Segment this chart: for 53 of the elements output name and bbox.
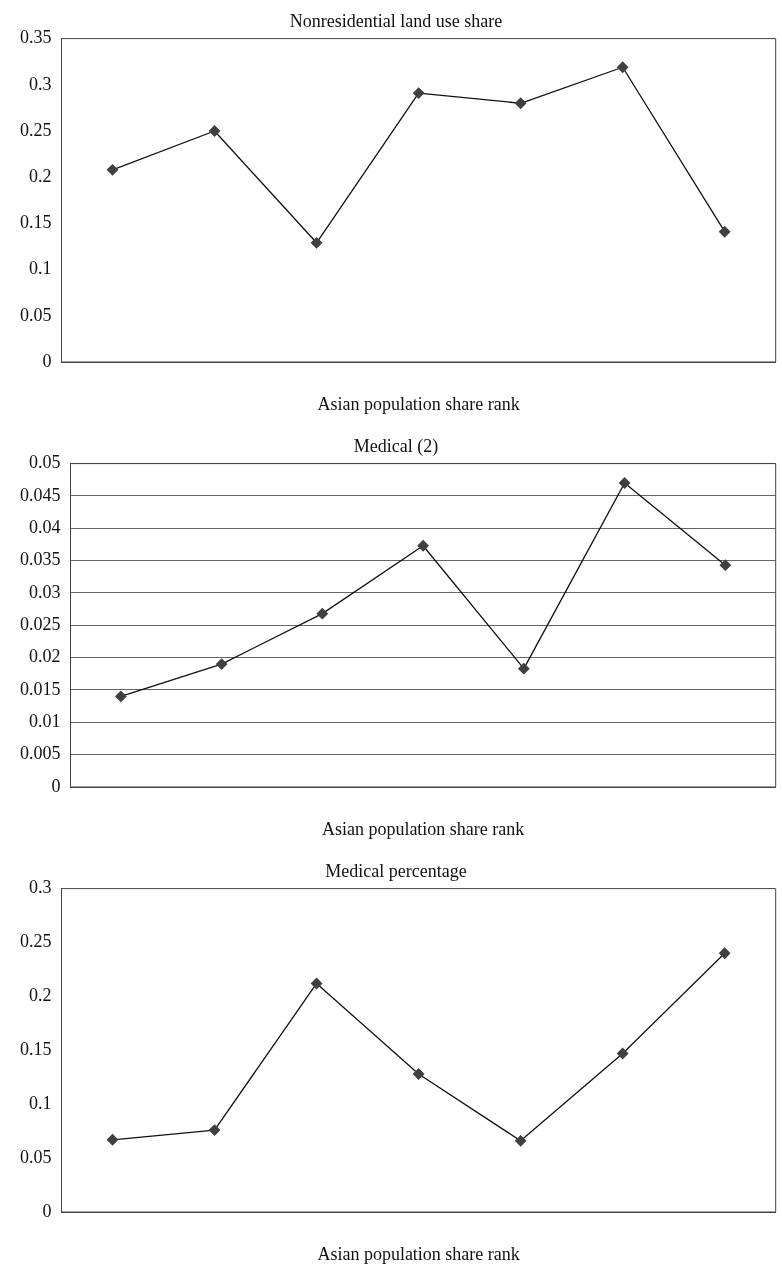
y-tick-label: 0.03 (29, 581, 61, 602)
y-tick-label: 0 (42, 1200, 52, 1221)
point (106, 1134, 119, 1146)
y-tick-label: 0.035 (20, 549, 61, 570)
point (719, 226, 731, 238)
y-tick-label: 0 (51, 775, 61, 796)
point (106, 164, 119, 176)
chart-title: Medical (2) (353, 435, 439, 457)
y-tick-label: 0.05 (20, 1146, 52, 1167)
point (310, 977, 323, 990)
y-tick-label: 0.15 (20, 212, 52, 233)
y-tick-label: 0.04 (29, 517, 61, 538)
y-tick-label: 0.2 (29, 165, 52, 186)
point (518, 662, 530, 675)
point (208, 125, 221, 137)
y-tick-label: 0.1 (29, 1092, 52, 1113)
point (514, 97, 527, 109)
point (412, 1068, 425, 1080)
y-tick-label: 0.05 (20, 304, 52, 325)
chart-title: Medical percentage (325, 860, 467, 881)
y-tick-label: 0.35 (20, 27, 52, 48)
point (719, 947, 731, 959)
y-tick-label: 0.25 (20, 931, 52, 952)
y-tick-label: 0.05 (29, 452, 61, 473)
y-tick-label: 0.15 (20, 1039, 52, 1060)
y-tick-label: 0.025 (20, 614, 61, 635)
point (310, 237, 323, 249)
point (417, 540, 429, 552)
x-axis-title: Asian population share rank (317, 393, 520, 414)
y-tick-label: 0.02 (29, 646, 61, 667)
point (514, 1135, 527, 1147)
y-tick-label: 0.015 (20, 678, 61, 699)
point (412, 87, 425, 99)
y-tick-label: 0.2 (29, 985, 52, 1006)
point (618, 477, 631, 489)
chart-title: Nonresidential land use share (289, 10, 503, 31)
y-tick-label: 0.045 (20, 484, 61, 505)
x-axis-title: Asian population share rank (321, 818, 525, 839)
y-tick-label: 0.005 (20, 743, 61, 764)
point (617, 1047, 629, 1060)
point (115, 690, 127, 703)
point (215, 658, 228, 670)
point (208, 1124, 221, 1136)
y-tick-label: 0.01 (29, 711, 61, 732)
x-axis-title: Asian population share rank (317, 1243, 520, 1264)
point (719, 559, 731, 571)
y-tick-label: 0 (42, 350, 52, 371)
y-tick-label: 0.1 (29, 258, 52, 279)
y-tick-label: 0.3 (29, 73, 52, 94)
point (316, 608, 329, 620)
y-tick-label: 0.3 (29, 877, 52, 898)
point (617, 61, 629, 73)
y-tick-label: 0.25 (20, 119, 52, 140)
